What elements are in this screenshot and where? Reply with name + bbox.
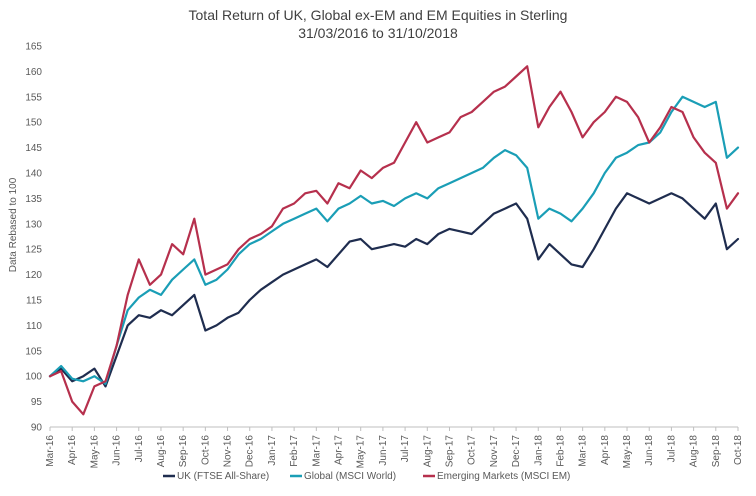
legend-label-2: Emerging Markets (MSCI EM) <box>437 471 570 482</box>
x-tick-label: Jul-18 <box>666 435 677 463</box>
y-axis-label: Data Rebased to 100 <box>8 177 19 272</box>
x-axis <box>49 426 739 431</box>
y-tick-label: 120 <box>25 270 42 281</box>
x-tick-label: Jan-17 <box>267 435 278 466</box>
x-tick-label: Jan-18 <box>533 435 544 466</box>
y-tick-label: 110 <box>26 321 42 332</box>
legend-label-0: UK (FTSE All-Share) <box>177 471 269 482</box>
x-tick-label: Sep-17 <box>444 435 455 468</box>
x-tick-label: Nov-16 <box>223 435 234 468</box>
y-tick-label: 90 <box>31 423 43 434</box>
y-tick-label: 150 <box>25 118 42 129</box>
x-tick-label: Apr-18 <box>600 435 611 465</box>
x-tick-labels: Mar-16 Apr-16 May-16 Jun-16 Jul-16 Aug-16 Sep-… <box>45 435 744 469</box>
x-tick-label: May-18 <box>622 435 633 469</box>
x-tick-label: Nov-17 <box>489 435 500 468</box>
x-tick-label: Sep-16 <box>178 435 189 468</box>
x-tick-label: Dec-17 <box>511 435 522 468</box>
x-tick-label: May-16 <box>89 435 100 469</box>
y-tick-label: 140 <box>25 169 42 180</box>
x-tick-label: Aug-17 <box>422 435 433 468</box>
chart-title: Total Return of UK, Global ex-EM and EM … <box>189 7 568 23</box>
y-tick-label: 165 <box>25 42 42 53</box>
x-tick-label: Mar-17 <box>311 435 322 467</box>
x-tick-label: Mar-16 <box>45 435 56 467</box>
series-line-1 <box>48 95 740 385</box>
legend: UK (FTSE All-Share) Global (MSCI World) Em… <box>163 471 570 482</box>
x-tick-label: Jul-16 <box>134 435 145 463</box>
x-tick-label: Oct-17 <box>467 435 478 465</box>
series-lines <box>48 65 740 416</box>
x-tick-label: Oct-16 <box>200 435 211 465</box>
x-tick-label: Apr-16 <box>67 435 78 465</box>
x-tick-label: Jul-17 <box>400 435 411 463</box>
y-tick-label: 155 <box>25 92 42 103</box>
y-tick-label: 100 <box>25 372 42 383</box>
y-tick-label: 125 <box>25 245 42 256</box>
x-tick-label: Sep-18 <box>711 435 722 468</box>
x-tick-label: Feb-17 <box>289 435 300 467</box>
x-tick-label: Oct-18 <box>733 435 744 465</box>
x-tick-label: Aug-18 <box>689 435 700 468</box>
y-tick-label: 145 <box>25 143 42 154</box>
x-tick-label: May-17 <box>356 435 367 469</box>
x-tick-label: Aug-16 <box>156 435 167 468</box>
x-tick-label: Jun-18 <box>644 435 655 466</box>
y-tick-label: 95 <box>31 397 43 408</box>
chart-subtitle: 31/03/2016 to 31/10/2018 <box>298 25 458 41</box>
series-line-0 <box>48 192 740 388</box>
x-tick-label: Jun-17 <box>378 435 389 466</box>
y-tick-label: 160 <box>25 67 42 78</box>
y-tick-label: 105 <box>25 346 42 357</box>
y-tick-labels: 90 95 100 105 110 115 120 125 130 135 140 145 150 155… <box>25 42 42 434</box>
x-tick-label: Mar-18 <box>578 435 589 467</box>
x-tick-label: Apr-17 <box>334 435 345 465</box>
x-tick-label: Feb-18 <box>555 435 566 467</box>
x-tick-label: Jun-16 <box>112 435 123 466</box>
x-tick-label: Dec-16 <box>245 435 256 468</box>
y-tick-label: 135 <box>25 194 42 205</box>
series-line-2 <box>48 65 740 416</box>
y-tick-label: 130 <box>25 219 42 230</box>
y-tick-label: 115 <box>26 296 42 307</box>
legend-label-1: Global (MSCI World) <box>304 471 396 482</box>
